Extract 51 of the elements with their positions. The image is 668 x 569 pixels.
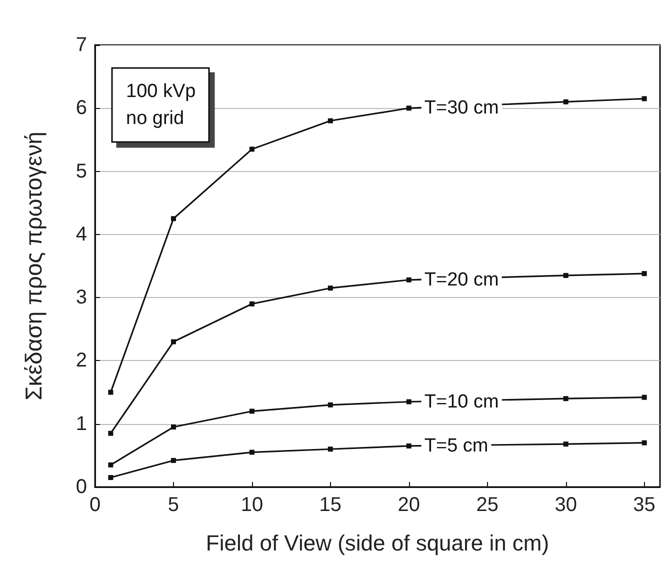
point	[170, 339, 176, 344]
point	[642, 440, 647, 446]
y-tick-label: 6	[76, 97, 87, 120]
y-tick-label: 1	[76, 412, 87, 435]
x-tick-label: 35	[633, 494, 656, 516]
series-label: T=20 cm	[424, 269, 499, 290]
x-tick-label: 25	[476, 494, 498, 516]
x-tick-label: 20	[398, 494, 420, 516]
x-axis-title: Field of View (side of square in cm)	[206, 530, 550, 556]
point	[563, 396, 568, 402]
point	[328, 402, 333, 408]
x-tick-label: 5	[168, 494, 180, 516]
point	[328, 286, 333, 291]
y-tick-label: 4	[76, 223, 87, 246]
point	[249, 408, 254, 414]
point	[642, 394, 647, 400]
y-tick-label: 0	[76, 476, 87, 498]
point	[406, 443, 412, 448]
point	[170, 216, 176, 222]
point	[642, 271, 647, 276]
x-tick-label: 30	[554, 494, 577, 516]
point	[563, 272, 568, 278]
point	[406, 277, 412, 282]
x-tick-label: 15	[319, 494, 342, 516]
y-axis-title: Σκέδαση προς πρωτογενή	[20, 132, 46, 400]
point	[328, 446, 333, 452]
point	[170, 458, 176, 463]
y-tick-label: 5	[76, 160, 87, 182]
annotation: 100 kVp no grid	[126, 81, 196, 129]
series-label: T=5 cm	[424, 435, 488, 456]
point	[170, 424, 176, 430]
series-label: T=30 cm	[424, 98, 499, 119]
point	[328, 118, 333, 124]
point	[563, 442, 568, 447]
point	[108, 430, 114, 436]
point	[108, 390, 114, 395]
point	[563, 99, 568, 104]
point	[249, 146, 254, 152]
point	[406, 106, 412, 111]
point	[108, 462, 114, 468]
point	[249, 301, 254, 306]
y-tick-label: 3	[76, 286, 87, 309]
point	[406, 399, 412, 404]
y-tick-label: 2	[76, 350, 87, 372]
point	[108, 475, 114, 480]
point	[642, 96, 647, 102]
x-tick-label: 10	[240, 494, 264, 516]
y-tick-label: 7	[76, 34, 87, 56]
x-tick-label: 0	[89, 494, 101, 516]
point	[249, 450, 254, 455]
series-label: T=10 cm	[424, 391, 499, 412]
